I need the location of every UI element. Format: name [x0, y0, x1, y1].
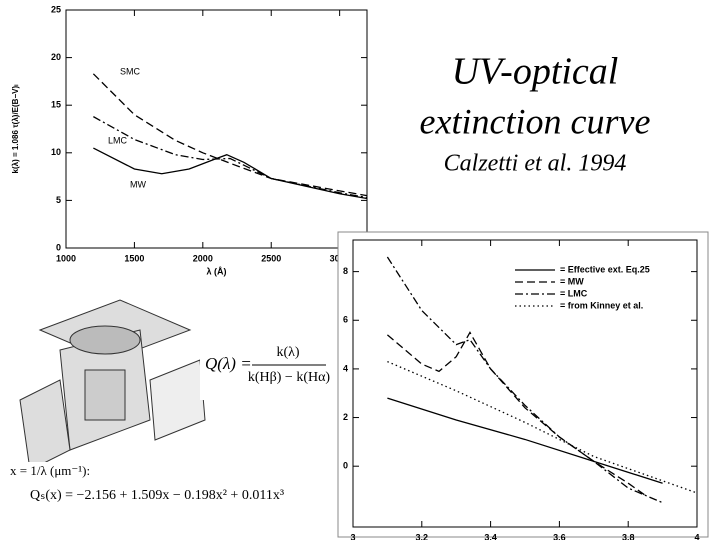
plot-frame	[352, 239, 698, 528]
x-tick-label: 3.2	[416, 532, 429, 540]
series-line	[386, 256, 663, 504]
y-tick-label: 4	[343, 363, 348, 373]
y-tick-label: 6	[343, 315, 348, 325]
y-tick-label: 25	[51, 4, 61, 14]
formula-qs: Qₛ(x) = −2.156 + 1.509x − 0.198x² + 0.01…	[30, 488, 284, 503]
x-tick-label: 3.4	[484, 532, 497, 540]
chart-2-panel	[337, 231, 709, 538]
x-tick-label: 2500	[261, 253, 281, 263]
chart-1: 100015002000250030000510152025λ (Å)k(λ) …	[11, 4, 368, 276]
y-tick-label: 15	[51, 100, 61, 110]
y-tick-label: 0	[343, 461, 348, 471]
formula-box	[0, 462, 340, 507]
formula-denominator: k(Hβ) − k(Hα)	[248, 370, 331, 385]
legend-label: = from Kinney et al.	[560, 300, 643, 310]
x-tick-label: 1500	[124, 253, 144, 263]
x-tick-label: 1000	[56, 253, 76, 263]
chart-2: 33.23.43.63.8402468Log [λ (Å)]= Effectiv…	[343, 239, 700, 540]
satellite-illustration	[19, 299, 206, 471]
series-label: LMC	[108, 135, 128, 145]
y-tick-label: 20	[51, 52, 61, 62]
x-tick-label: 4	[694, 532, 699, 540]
series-line	[387, 361, 698, 494]
x-tick-label: 3.6	[553, 532, 566, 540]
series-label: SMC	[120, 66, 141, 76]
x-tick-label: 3.8	[622, 532, 635, 540]
x-axis-label: λ (Å)	[207, 266, 227, 276]
series-label: MW	[130, 179, 146, 189]
slide-title: UV-optical	[452, 51, 619, 93]
formula-x: x = 1/λ (μm⁻¹):	[10, 463, 90, 478]
y-tick-label: 8	[343, 266, 348, 276]
legend-label: = LMC	[560, 288, 588, 298]
x-tick-label: 2000	[193, 253, 213, 263]
slide-subtitle: Calzetti et al. 1994	[444, 151, 627, 177]
plot-frame	[65, 9, 368, 249]
x-tick-label: 3	[350, 532, 355, 540]
y-axis-label: k(λ) = 1.086 τ(λ)/E(B−V)ₗ	[11, 84, 20, 174]
legend-label: = MW	[560, 276, 584, 286]
y-tick-label: 10	[51, 147, 61, 157]
formula-lhs: Q(λ) =	[205, 354, 252, 373]
legend-label: = Effective ext. Eq.25	[560, 264, 650, 274]
y-tick-label: 5	[56, 195, 61, 205]
formula-numerator: k(λ)	[276, 345, 299, 360]
y-tick-label: 0	[56, 242, 61, 252]
y-tick-label: 2	[343, 412, 348, 422]
series-line	[387, 397, 663, 484]
slide-title: extinction curve	[420, 101, 651, 141]
series-line	[92, 73, 368, 197]
series-line	[93, 147, 368, 200]
